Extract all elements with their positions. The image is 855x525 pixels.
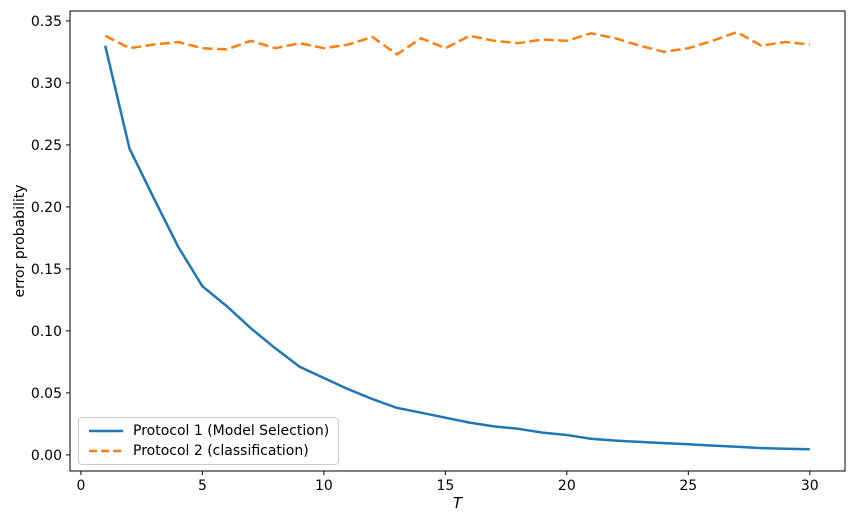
x-tick-label: 10 — [315, 478, 333, 494]
y-tick-label: 0.10 — [31, 324, 62, 340]
legend-dashed-line-icon — [89, 449, 123, 453]
legend: Protocol 1 (Model Selection) Protocol 2 … — [78, 417, 340, 465]
legend-label-protocol-1: Protocol 1 (Model Selection) — [133, 423, 330, 439]
series-line-1 — [103, 45, 810, 451]
legend-item-protocol-2: Protocol 2 (classification) — [88, 442, 329, 460]
legend-label-protocol-2: Protocol 2 (classification) — [133, 443, 309, 459]
x-tick-label: 20 — [558, 478, 576, 494]
legend-solid-line-icon — [89, 429, 123, 433]
y-tick-label: 0.25 — [31, 138, 62, 154]
axes-frame — [69, 10, 846, 472]
x-tick-label: 30 — [801, 478, 819, 494]
legend-item-protocol-1: Protocol 1 (Model Selection) — [88, 422, 329, 440]
x-axis-label: T — [452, 494, 463, 512]
y-tick-label: 0.30 — [31, 76, 62, 92]
series-line-2 — [104, 30, 810, 56]
y-tick-label: 0.05 — [31, 386, 62, 402]
x-tick-label: 0 — [76, 478, 85, 494]
x-tick-label: 5 — [198, 478, 207, 494]
y-tick-label: 0.15 — [31, 262, 62, 278]
y-tick-label: 0.00 — [31, 448, 62, 464]
y-axis-label: error probability — [12, 184, 28, 298]
y-tick-label: 0.35 — [31, 14, 62, 30]
y-tick-label: 0.20 — [31, 200, 62, 216]
x-tick-label: 25 — [679, 478, 697, 494]
x-tick-label: 15 — [436, 478, 454, 494]
